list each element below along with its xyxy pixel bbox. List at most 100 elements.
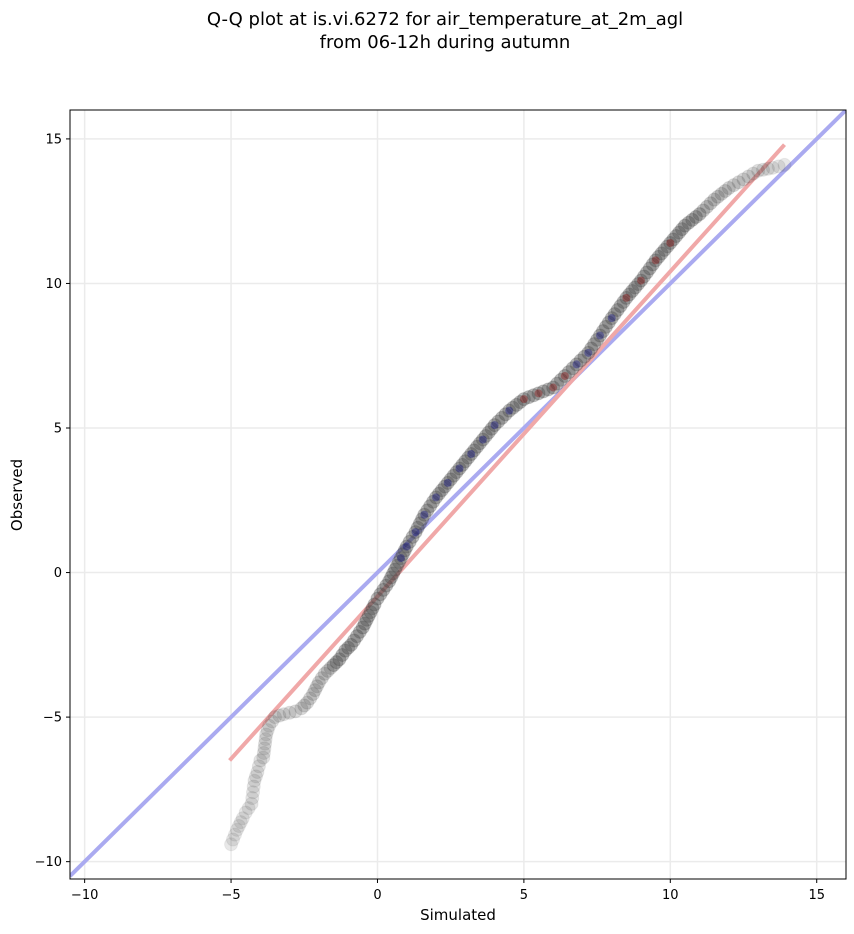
qq-point — [470, 439, 485, 454]
qq-point — [365, 601, 380, 616]
qq-point — [320, 663, 335, 678]
qq-point — [388, 562, 403, 577]
qq-point — [494, 410, 509, 425]
qq-point — [317, 666, 332, 681]
qq-point — [262, 718, 277, 733]
qq-point — [306, 686, 321, 701]
qq-point — [660, 239, 675, 254]
qq-point — [300, 695, 315, 710]
x-axis-label: Simulated — [420, 906, 496, 924]
qq-point — [607, 307, 622, 322]
qq-point — [267, 710, 282, 725]
reference-lines — [70, 110, 846, 878]
qq-point — [631, 277, 646, 292]
qq-point — [657, 242, 672, 257]
qq-point — [410, 520, 425, 535]
qq-point — [642, 261, 657, 276]
qq-point — [654, 246, 669, 261]
qq-point — [590, 332, 605, 347]
qq-point — [553, 372, 568, 387]
qq-point — [557, 368, 572, 383]
qq-point — [696, 203, 711, 218]
qq-point — [415, 512, 430, 527]
fit-line — [228, 143, 786, 762]
qq-point-core — [432, 493, 441, 502]
qq-point — [587, 337, 602, 352]
qq-point — [645, 257, 660, 272]
qq-point-core — [411, 528, 420, 537]
qq-point — [361, 608, 376, 623]
qq-point — [569, 357, 584, 372]
qq-point — [541, 382, 556, 397]
qq-point — [710, 189, 725, 204]
qq-point — [756, 162, 771, 177]
qq-point — [431, 486, 446, 501]
x-tick-label: −10 — [71, 888, 98, 903]
qq-point — [610, 303, 625, 318]
qq-point-core — [420, 510, 429, 519]
qq-point — [250, 765, 265, 780]
qq-point — [461, 450, 476, 465]
qq-point — [272, 708, 287, 723]
y-tick-label: 15 — [45, 132, 62, 147]
qq-point — [224, 837, 239, 852]
qq-point — [231, 818, 246, 833]
qq-point — [484, 421, 499, 436]
qq-point — [741, 169, 756, 184]
qq-point — [736, 172, 751, 187]
qq-point — [628, 280, 643, 295]
qq-point — [256, 745, 271, 760]
qq-point — [226, 832, 241, 847]
qq-point — [663, 235, 678, 250]
qq-point — [573, 353, 588, 368]
qq-point-core — [560, 371, 569, 380]
qq-point — [613, 299, 628, 314]
qq-point — [760, 161, 775, 176]
qq-point — [746, 166, 761, 181]
qq-point — [389, 558, 404, 573]
qq-point — [498, 407, 513, 422]
qq-point — [376, 582, 391, 597]
qq-point — [491, 414, 506, 429]
qq-point — [229, 822, 244, 837]
qq-point — [513, 394, 528, 409]
qq-point — [681, 215, 696, 230]
qq-point — [382, 574, 397, 589]
qq-point — [258, 732, 273, 747]
qq-point — [256, 750, 271, 765]
qq-point — [601, 315, 616, 330]
qq-point-core — [622, 293, 631, 302]
qq-point — [648, 253, 663, 268]
qq-point — [332, 652, 347, 667]
qq-point — [294, 701, 309, 716]
qq-point — [481, 425, 496, 440]
qq-point — [467, 443, 482, 458]
qq-point — [509, 397, 524, 412]
qq-point-core — [467, 450, 476, 459]
qq-point — [402, 534, 417, 549]
qq-point — [352, 624, 367, 639]
qq-point — [408, 525, 423, 540]
qq-point — [502, 403, 517, 418]
chart-title-line-1: Q-Q plot at is.vi.6272 for air_temperatu… — [206, 9, 684, 30]
qq-point-core — [443, 478, 452, 487]
qq-point — [434, 483, 449, 498]
qq-point-core — [505, 406, 514, 415]
qq-point-core — [402, 542, 411, 551]
qq-point — [323, 660, 338, 675]
qq-point — [233, 815, 248, 830]
quantile-points — [224, 157, 792, 852]
qq-point — [314, 671, 329, 686]
qq-point — [565, 361, 580, 376]
identity-line — [70, 110, 846, 878]
qq-point — [616, 294, 631, 309]
qq-point — [636, 269, 651, 284]
qq-point — [777, 157, 792, 172]
qq-point — [379, 578, 394, 593]
qq-point — [446, 468, 461, 483]
y-tick-label: 0 — [54, 566, 62, 581]
qq-point-core — [596, 331, 605, 340]
qq-point-core — [666, 238, 675, 247]
qq-point — [259, 727, 274, 742]
qq-point — [347, 633, 362, 648]
